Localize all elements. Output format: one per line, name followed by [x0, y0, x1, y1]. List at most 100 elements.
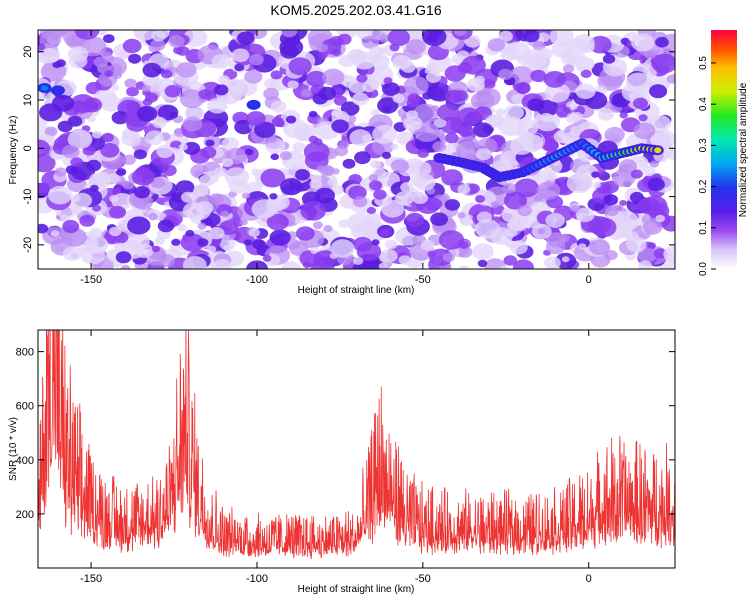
noise-blob [369, 180, 383, 191]
noise-blob [647, 242, 656, 249]
noise-blob [221, 137, 240, 151]
noise-blob [509, 240, 528, 255]
noise-blob [459, 265, 469, 269]
noise-blob [286, 238, 301, 250]
noise-blob [381, 200, 405, 218]
noise-blob [197, 222, 207, 230]
noise-blob [100, 95, 122, 112]
noise-blob [89, 184, 99, 192]
noise-blob [508, 215, 528, 231]
noise-blob [264, 78, 278, 89]
noise-blob [270, 153, 280, 161]
noise-blob [314, 187, 335, 204]
noise-blob [121, 264, 130, 269]
noise-blob [67, 129, 93, 149]
noise-blob [300, 88, 312, 98]
noise-blob [456, 140, 482, 161]
noise-blob [292, 142, 306, 153]
noise-blob [269, 193, 278, 200]
noise-blob [619, 200, 627, 206]
noise-blob [313, 138, 323, 146]
noise-blob [653, 248, 667, 259]
noise-blob [427, 251, 437, 258]
noise-blob [241, 192, 251, 199]
noise-blob [333, 95, 348, 106]
noise-blob [370, 108, 380, 116]
noise-blob [495, 108, 506, 116]
noise-blob [498, 30, 513, 42]
colorbar-tick-label: 0.5 [698, 56, 709, 70]
noise-blob [476, 211, 492, 224]
noise-blob [279, 151, 292, 161]
y-tick-label: 20 [22, 46, 34, 58]
noise-blob [457, 212, 466, 219]
noise-blob [356, 74, 368, 83]
noise-blob [347, 213, 372, 233]
noise-blob [55, 59, 66, 67]
noise-blob [417, 148, 429, 158]
noise-blob [288, 57, 312, 76]
noise-blob [412, 192, 429, 204]
noise-blob [156, 144, 174, 159]
noise-blob [281, 261, 301, 269]
noise-blob [223, 244, 232, 252]
spectral-peak-core [250, 102, 258, 108]
noise-blob [395, 191, 414, 206]
noise-blob [575, 83, 596, 100]
noise-blob [157, 219, 175, 233]
noise-blob [251, 199, 277, 219]
noise-blob [243, 239, 252, 246]
noise-blob [271, 117, 285, 127]
noise-blob [475, 148, 492, 161]
noise-blob [134, 243, 154, 258]
noise-blob [461, 55, 486, 75]
noise-blob [141, 84, 151, 92]
noise-blob [441, 169, 463, 186]
x-tick-label: -150 [80, 274, 102, 286]
noise-blob [536, 32, 550, 43]
noise-blob [456, 50, 470, 60]
noise-blob [649, 84, 668, 99]
noise-blob [152, 116, 167, 128]
noise-blob [317, 51, 328, 60]
noise-blob [392, 93, 405, 104]
noise-blob [369, 46, 384, 57]
noise-blob [403, 116, 423, 132]
noise-blob [426, 71, 441, 83]
noise-blob [342, 158, 356, 169]
noise-blob [457, 184, 471, 195]
noise-blob [511, 93, 525, 105]
noise-blob [174, 128, 183, 135]
noise-blob [475, 195, 486, 203]
y-tick-label: 600 [16, 401, 34, 413]
noise-blob [352, 51, 376, 70]
noise-blob [379, 228, 391, 237]
colorbar: 0.0 0.1 0.2 0.3 0.4 0.5 Normalized spectral a… [698, 30, 749, 276]
noise-blob [576, 65, 585, 72]
noise-blob [590, 217, 617, 238]
noise-blob [655, 214, 666, 223]
noise-blob [38, 153, 56, 173]
noise-blob [331, 119, 349, 133]
noise-blob [353, 196, 368, 208]
noise-blob [251, 168, 261, 176]
noise-blob [40, 48, 60, 64]
noise-blob [319, 165, 335, 177]
noise-blob [502, 183, 517, 194]
noise-blob [246, 111, 266, 126]
noise-blob [254, 121, 276, 138]
noise-blob [133, 149, 147, 160]
noise-blob [300, 201, 326, 221]
noise-blob [477, 259, 488, 268]
noise-blob [119, 180, 128, 187]
noise-blob [127, 216, 151, 235]
noise-blob [655, 36, 669, 48]
noise-blob [666, 74, 675, 84]
noise-blob [100, 142, 120, 158]
noise-blob [39, 32, 61, 49]
noise-blob [498, 68, 513, 80]
noise-blob [239, 219, 248, 226]
noise-blob [589, 239, 611, 256]
noise-blob [178, 143, 188, 151]
